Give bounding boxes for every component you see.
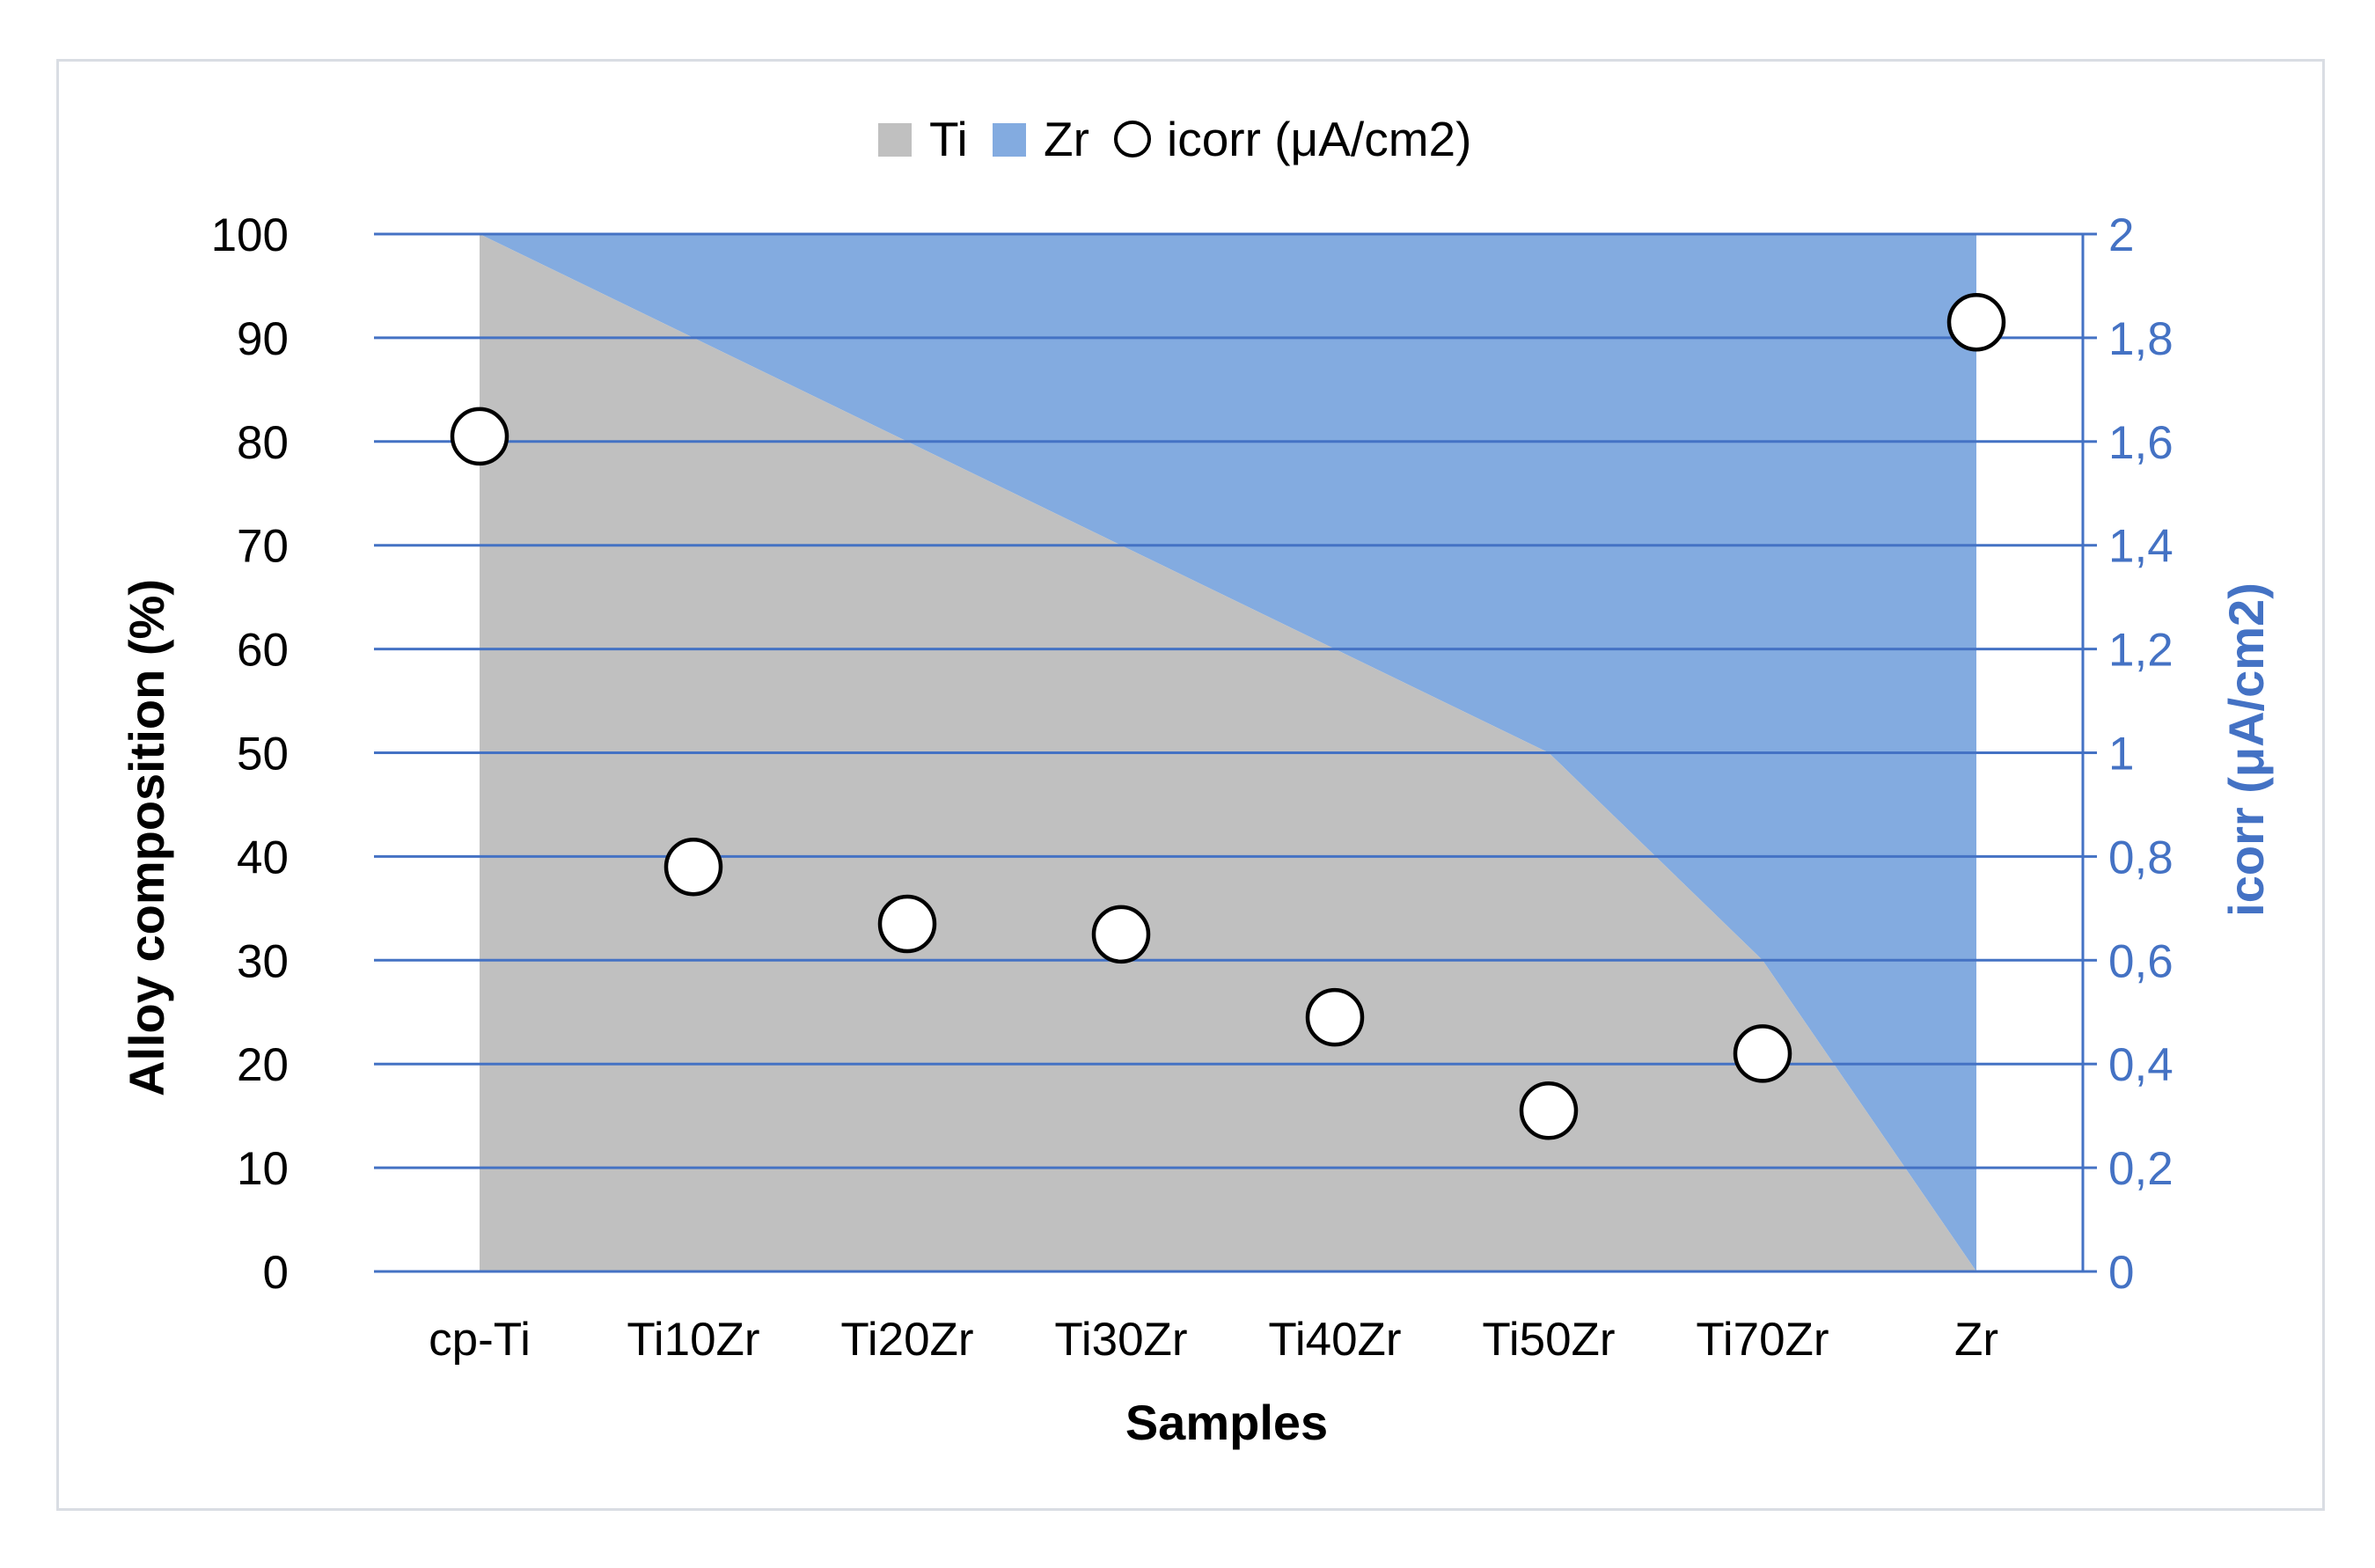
icorr-point (663, 837, 723, 897)
legend-zr-label: Zr (1044, 112, 1089, 166)
legend-ti-label: Ti (929, 112, 968, 166)
right-tick-label: 0,4 (2108, 1039, 2173, 1091)
icorr-point (450, 407, 509, 466)
legend-icorr-label: icorr (μA/cm2) (1167, 112, 1471, 166)
right-tick-label: 1 (2108, 729, 2134, 780)
right-axis-ticks: 0 0,2 0,4 0,6 0,8 1 1,2 1,4 1,6 1,8 2 (2081, 209, 2173, 1299)
category-label: Ti40Zr (1268, 1314, 1401, 1366)
icorr-point (1519, 1081, 1579, 1140)
icorr-point (877, 894, 937, 954)
icorr-point (1305, 987, 1365, 1047)
right-tick-label: 0,6 (2108, 935, 2173, 987)
right-tick-label: 0 (2108, 1247, 2134, 1299)
icorr-point (1733, 1024, 1792, 1083)
left-tick-label: 30 (237, 935, 289, 987)
icorr-point (1091, 905, 1151, 964)
left-tick-label: 20 (237, 1039, 289, 1091)
right-tick-label: 1,6 (2108, 417, 2173, 469)
icorr-point (1946, 292, 2006, 352)
right-tick-label: 1,4 (2108, 521, 2173, 573)
legend-icorr-marker (1114, 121, 1151, 158)
left-tick-label: 90 (237, 313, 289, 365)
left-tick-label: 10 (237, 1143, 289, 1195)
left-tick-label: 70 (237, 521, 289, 573)
left-tick-label: 100 (211, 209, 289, 261)
right-tick-label: 1,8 (2108, 313, 2173, 365)
category-label: Ti10Zr (627, 1314, 759, 1366)
x-axis-ticks: cp-Ti Ti10Zr Ti20Zr Ti30Zr Ti40Zr Ti50Zr Ti70Z… (429, 1314, 1998, 1366)
right-tick-label: 0,2 (2108, 1143, 2173, 1195)
right-tick-label: 0,8 (2108, 832, 2173, 883)
category-label: Ti70Zr (1696, 1314, 1829, 1366)
x-axis-title: Samples (1125, 1395, 1328, 1450)
right-axis-title: icorr (μA/cm2) (2218, 583, 2274, 917)
legend: Ti Zr icorr (μA/cm2) (878, 112, 1471, 166)
category-label: Ti20Zr (840, 1314, 973, 1366)
left-axis-title: Alloy composition (%) (119, 579, 174, 1096)
left-tick-label: 0 (263, 1247, 289, 1299)
icorr-points (450, 292, 2006, 1140)
left-tick-label: 50 (237, 729, 289, 780)
category-label: Zr (1954, 1314, 1998, 1366)
category-label: Ti50Zr (1482, 1314, 1615, 1366)
gridlines (374, 232, 2083, 1273)
category-label: Ti30Zr (1054, 1314, 1187, 1366)
right-tick-label: 2 (2108, 209, 2134, 261)
left-tick-label: 60 (237, 625, 289, 677)
left-tick-label: 80 (237, 417, 289, 469)
right-tick-label: 1,2 (2108, 625, 2173, 677)
left-axis-ticks: 0 10 20 30 40 50 60 70 80 90 100 (211, 209, 289, 1299)
category-label: cp-Ti (429, 1314, 531, 1366)
zr-area (480, 234, 1976, 1271)
left-tick-label: 40 (237, 832, 289, 883)
legend-zr-swatch (993, 123, 1026, 157)
legend-ti-swatch (878, 123, 912, 157)
